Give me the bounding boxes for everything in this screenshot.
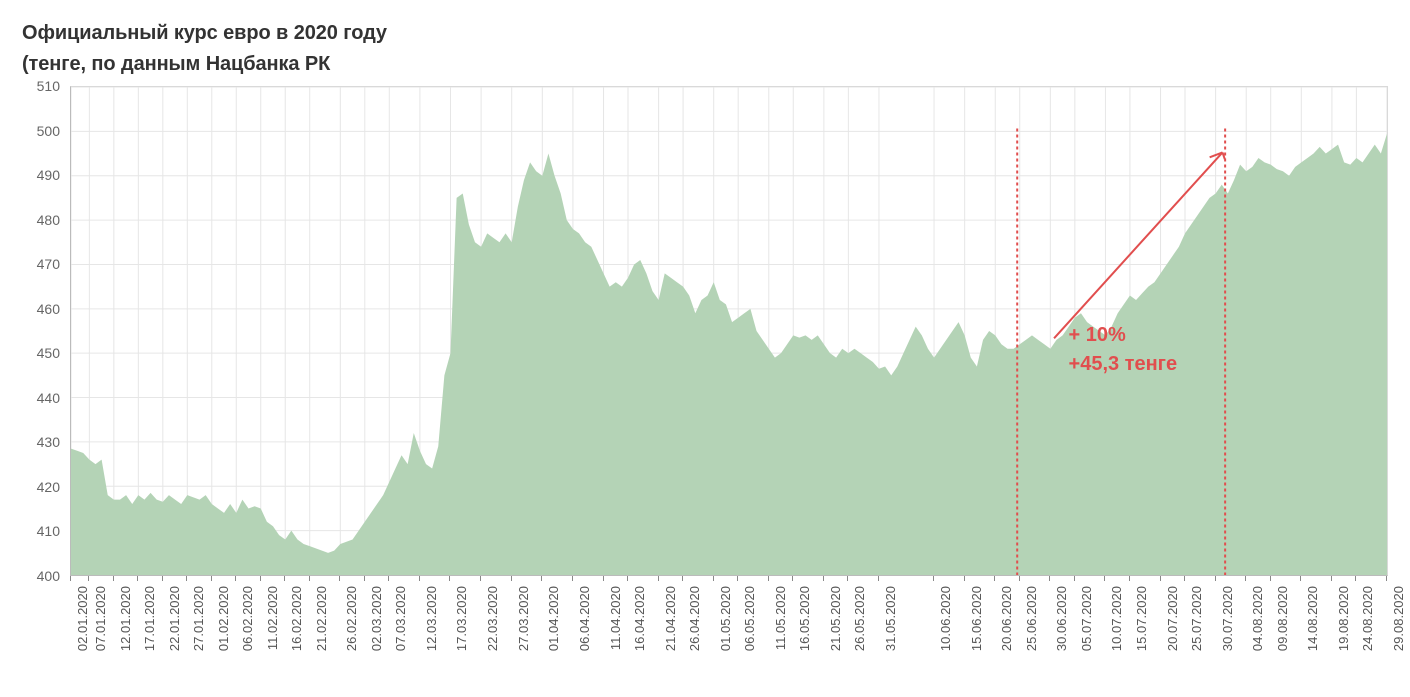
y-tick-label: 400 xyxy=(37,568,60,584)
x-tick-label: 24.08.2020 xyxy=(1360,586,1375,651)
chart-container: Официальный курс евро в 2020 году (тенге… xyxy=(0,0,1410,697)
trend-annotation: + 10% +45,3 тенге xyxy=(1069,321,1178,379)
plot-row: 400410420430440450460470480490500510 + 1… xyxy=(22,86,1388,576)
y-tick-label: 480 xyxy=(37,212,60,228)
x-tick-label: 20.07.2020 xyxy=(1165,586,1180,651)
x-tick-label: 01.05.2020 xyxy=(718,586,733,651)
x-tick-label: 26.05.2020 xyxy=(852,586,867,651)
y-tick-label: 460 xyxy=(37,301,60,317)
x-tick-label: 16.02.2020 xyxy=(289,586,304,651)
x-tick-label: 01.04.2020 xyxy=(546,586,561,651)
x-tick-label: 21.05.2020 xyxy=(828,586,843,651)
x-tick-label: 29.08.2020 xyxy=(1391,586,1406,651)
x-tick-label: 17.01.2020 xyxy=(142,586,157,651)
x-tick-label: 02.03.2020 xyxy=(369,586,384,651)
x-tick-label: 26.04.2020 xyxy=(687,586,702,651)
x-tick-label: 10.07.2020 xyxy=(1109,586,1124,651)
x-tick-label: 12.01.2020 xyxy=(118,586,133,651)
x-tick-label: 06.04.2020 xyxy=(577,586,592,651)
x-tick-label: 30.06.2020 xyxy=(1054,586,1069,651)
x-tick-label: 10.06.2020 xyxy=(938,586,953,651)
y-tick-label: 450 xyxy=(37,345,60,361)
y-tick-label: 430 xyxy=(37,434,60,450)
y-tick-label: 410 xyxy=(37,523,60,539)
x-tick-label: 17.03.2020 xyxy=(454,586,469,651)
x-tick-label: 01.02.2020 xyxy=(216,586,231,651)
x-tick-label: 07.03.2020 xyxy=(393,586,408,651)
x-tick-label: 25.06.2020 xyxy=(1024,586,1039,651)
x-tick-label: 05.07.2020 xyxy=(1079,586,1094,651)
x-tick-label: 27.01.2020 xyxy=(191,586,206,651)
y-tick-label: 420 xyxy=(37,479,60,495)
x-tick-label: 02.01.2020 xyxy=(75,586,90,651)
x-tick-label: 16.05.2020 xyxy=(797,586,812,651)
y-tick-label: 440 xyxy=(37,390,60,406)
x-tick-label: 11.05.2020 xyxy=(773,586,788,650)
x-tick-label: 11.02.2020 xyxy=(265,586,280,650)
x-tick-label: 06.02.2020 xyxy=(240,586,255,651)
x-tick-label: 22.03.2020 xyxy=(485,586,500,651)
x-tick-label: 26.02.2020 xyxy=(344,586,359,651)
y-axis: 400410420430440450460470480490500510 xyxy=(22,86,70,576)
x-tick-label: 12.03.2020 xyxy=(424,586,439,651)
x-tick-label: 11.04.2020 xyxy=(608,586,623,650)
x-tick-label: 15.06.2020 xyxy=(969,586,984,651)
x-tick-label: 16.04.2020 xyxy=(632,586,647,651)
x-tick-label: 31.05.2020 xyxy=(883,586,898,651)
x-tick-label: 09.08.2020 xyxy=(1275,586,1290,651)
x-tick-label: 07.01.2020 xyxy=(93,586,108,651)
x-tick-label: 20.06.2020 xyxy=(999,586,1014,651)
y-tick-label: 470 xyxy=(37,256,60,272)
chart-title: Официальный курс евро в 2020 году (тенге… xyxy=(22,18,1388,80)
x-tick-label: 19.08.2020 xyxy=(1336,586,1351,651)
x-tick-label: 15.07.2020 xyxy=(1134,586,1149,651)
y-tick-label: 490 xyxy=(37,167,60,183)
y-tick-label: 500 xyxy=(37,123,60,139)
chart-title-line2: (тенге, по данным Нацбанка РК xyxy=(22,49,1388,80)
x-axis: 02.01.202007.01.2020 12.01.2020 17.01.2020… xyxy=(70,576,1388,671)
x-tick-label: 22.01.2020 xyxy=(167,586,182,651)
chart-title-line1: Официальный курс евро в 2020 году xyxy=(22,18,1388,49)
plot-area: + 10% +45,3 тенге xyxy=(70,86,1388,576)
plot-svg xyxy=(71,87,1387,575)
x-tick-label: 06.05.2020 xyxy=(742,586,757,651)
x-tick-label: 27.03.2020 xyxy=(516,586,531,651)
trend-annotation-line1: + 10% xyxy=(1069,324,1126,346)
x-tick-label: 21.02.2020 xyxy=(314,586,329,651)
y-tick-label: 510 xyxy=(37,78,60,94)
x-tick-label: 25.07.2020 xyxy=(1189,586,1204,651)
x-tick-label: 04.08.2020 xyxy=(1250,586,1265,651)
trend-annotation-line2: +45,3 тенге xyxy=(1069,353,1178,375)
x-tick-label: 21.04.2020 xyxy=(663,586,678,651)
x-tick-label: 14.08.2020 xyxy=(1305,586,1320,651)
x-tick-label: 30.07.2020 xyxy=(1220,586,1235,651)
